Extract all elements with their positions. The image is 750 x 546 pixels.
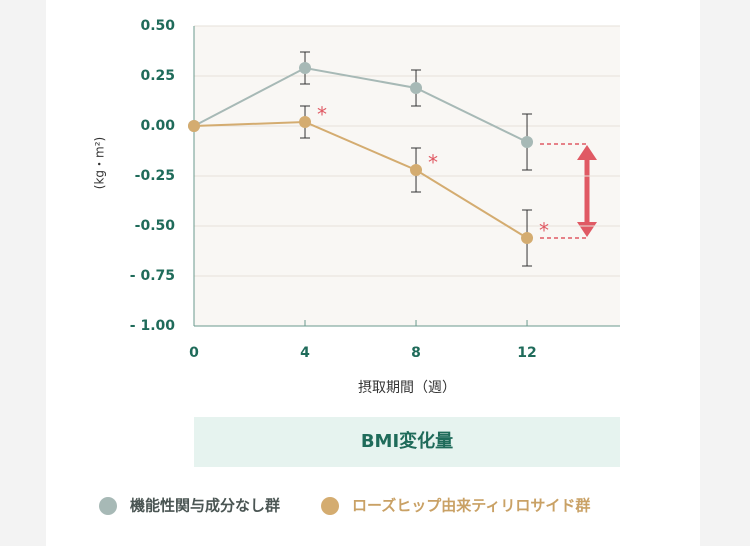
legend-label: ローズヒップ由来ティリロサイド群	[352, 497, 590, 515]
y-tick-label: - 0.75	[130, 268, 175, 284]
x-tick-label: 4	[300, 345, 310, 361]
significance-marker: *	[428, 151, 438, 175]
legend-swatch	[321, 497, 340, 515]
significance-marker: *	[539, 219, 549, 243]
y-tick-label: 0.00	[140, 118, 175, 134]
y-tick-label: - 1.00	[130, 318, 175, 334]
data-point	[299, 116, 312, 128]
chart-title: BMI変化量	[361, 430, 453, 452]
data-point	[188, 120, 200, 132]
data-point	[410, 164, 423, 176]
x-axis-label: 摂取期間（週）	[358, 380, 456, 396]
data-point	[299, 62, 312, 74]
x-tick-label: 12	[517, 345, 536, 361]
legend-swatch	[99, 497, 117, 515]
title-box	[194, 417, 620, 467]
y-tick-label: -0.50	[135, 218, 176, 234]
data-point	[410, 82, 423, 94]
significance-marker: *	[317, 103, 327, 127]
data-point	[521, 232, 534, 244]
series-line	[193, 120, 528, 239]
x-tick-label: 8	[411, 345, 421, 361]
data-point	[521, 136, 534, 148]
y-tick-label: 0.50	[140, 18, 175, 34]
legend-label: 機能性関与成分なし群	[130, 497, 280, 515]
series-line	[193, 66, 528, 143]
y-tick-label: 0.25	[140, 68, 175, 84]
y-axis-label: (kg・m²)	[93, 137, 107, 189]
y-tick-label: -0.25	[135, 168, 175, 184]
x-tick-label: 0	[189, 345, 199, 361]
